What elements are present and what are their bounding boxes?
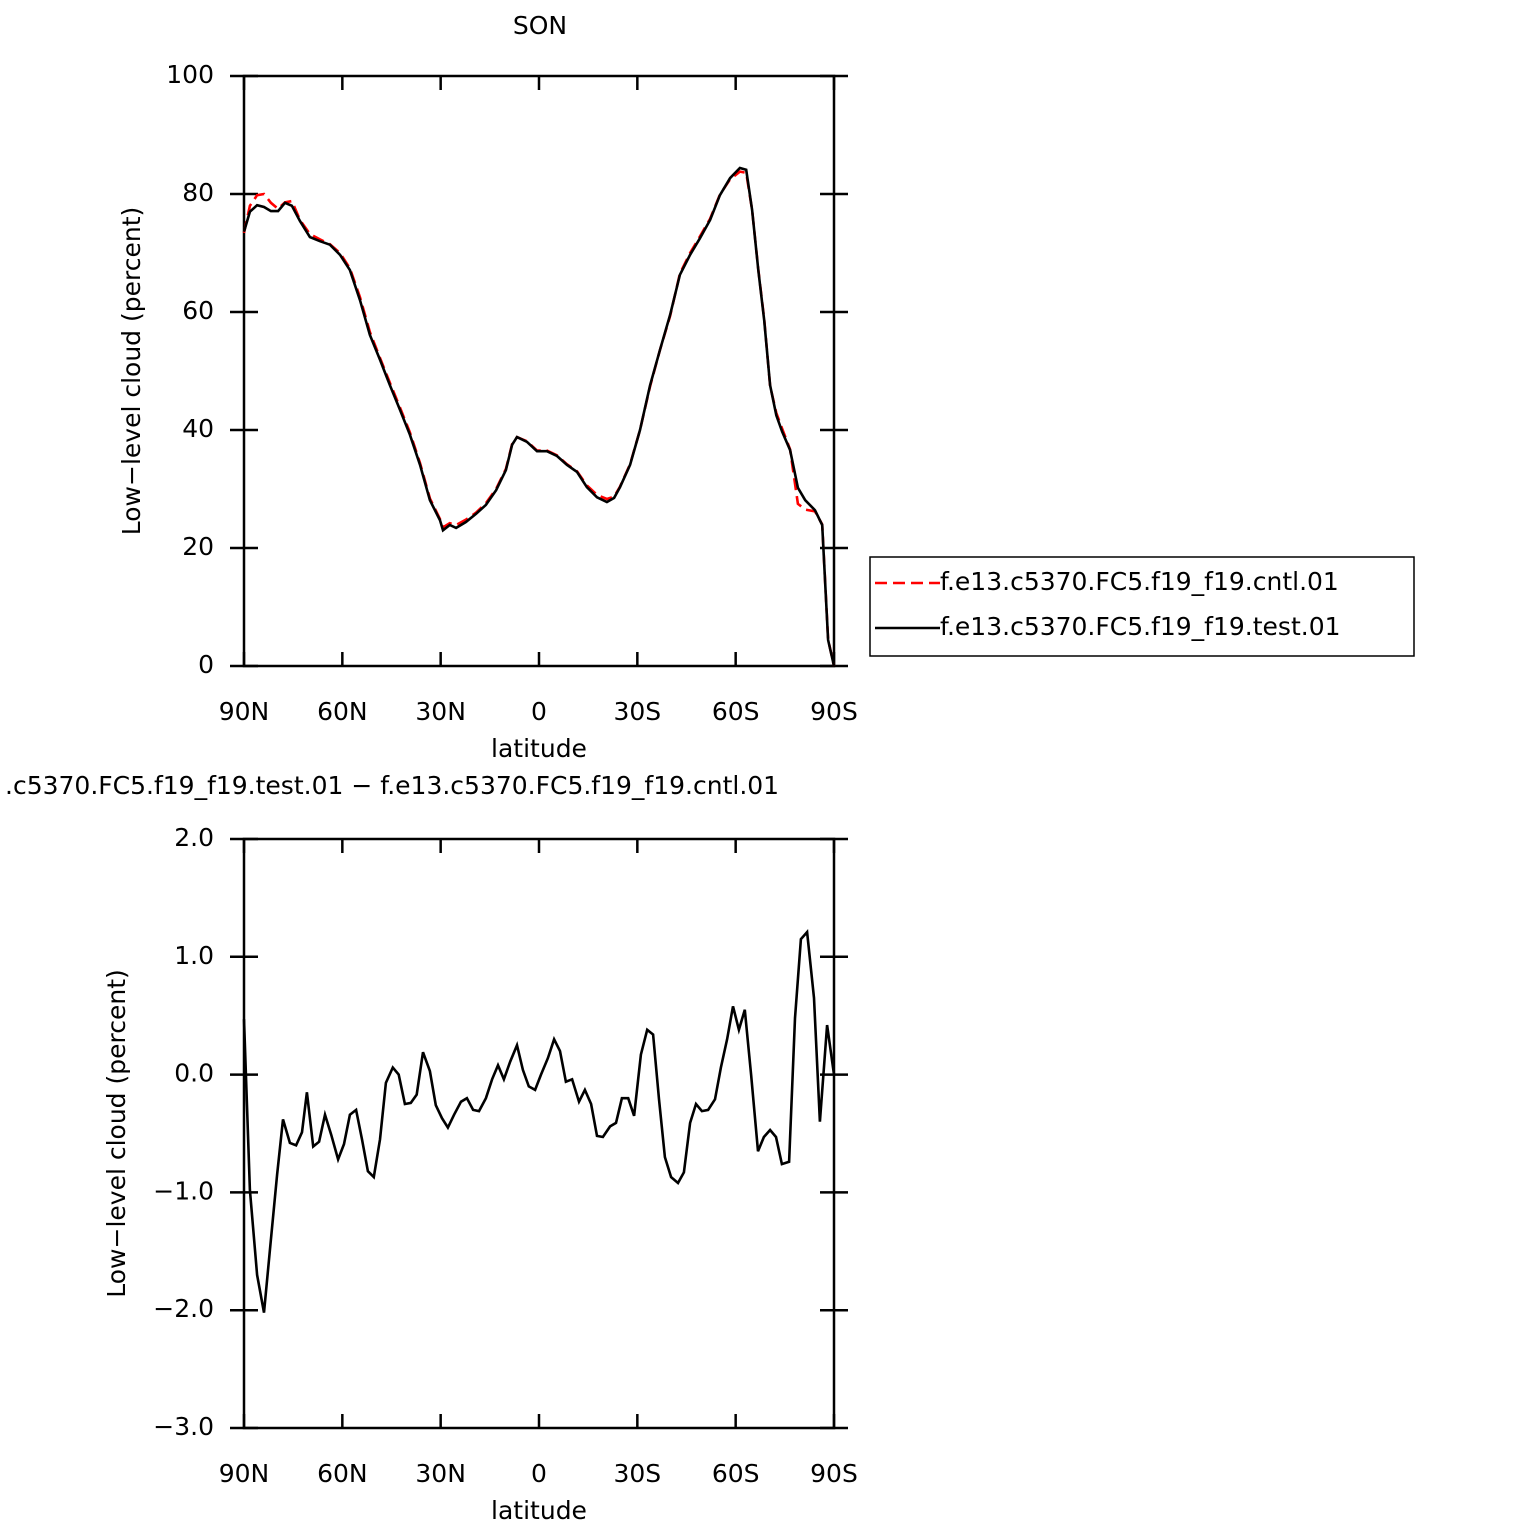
y-tick-label: −2.0 <box>153 1294 214 1323</box>
x-tick-label: 60S <box>712 1459 760 1488</box>
y-tick-label: 20 <box>182 532 214 561</box>
plot-frame <box>242 74 836 668</box>
x-tick-label: 60N <box>317 1459 368 1488</box>
y-tick-label: 0 <box>198 650 214 679</box>
legend-label: f.e13.c5370.FC5.f19_f19.cntl.01 <box>940 567 1339 596</box>
y-tick-label: 80 <box>182 178 214 207</box>
chart-title: .c5370.FC5.f19_f19.test.01 − f.e13.c5370… <box>5 771 779 800</box>
y-tick-label: 1.0 <box>174 941 214 970</box>
x-tick-label: 30S <box>613 1459 661 1488</box>
y-tick-label: −3.0 <box>153 1412 214 1441</box>
x-tick-label: 90N <box>219 1459 270 1488</box>
x-axis-label: latitude <box>491 1496 587 1525</box>
x-tick-label: 60N <box>317 697 368 726</box>
legend-box <box>869 556 1415 657</box>
data-line <box>242 929 836 1313</box>
x-tick-label: 30N <box>415 1459 466 1488</box>
y-tick-label: −1.0 <box>153 1176 214 1205</box>
legend-label: f.e13.c5370.FC5.f19_f19.test.01 <box>940 612 1341 641</box>
plot-frame <box>242 837 836 1430</box>
x-tick-label: 30S <box>613 697 661 726</box>
y-tick-label: 100 <box>166 60 214 89</box>
y-axis-label: Low−level cloud (percent) <box>117 207 146 535</box>
y-tick-label: 40 <box>182 414 214 443</box>
data-line <box>242 166 836 667</box>
x-tick-label: 90N <box>219 697 270 726</box>
x-axis-label: latitude <box>491 734 587 763</box>
x-tick-label: 0 <box>531 1459 547 1488</box>
x-tick-label: 0 <box>531 697 547 726</box>
x-tick-label: 90S <box>810 697 858 726</box>
x-tick-label: 90S <box>810 1459 858 1488</box>
x-tick-label: 30N <box>415 697 466 726</box>
y-tick-label: 0.0 <box>174 1059 214 1088</box>
x-tick-label: 60S <box>712 697 760 726</box>
y-axis-label: Low−level cloud (percent) <box>102 969 131 1297</box>
y-tick-label: 2.0 <box>174 823 214 852</box>
chart-title: SON <box>513 11 567 40</box>
y-tick-label: 60 <box>182 296 214 325</box>
